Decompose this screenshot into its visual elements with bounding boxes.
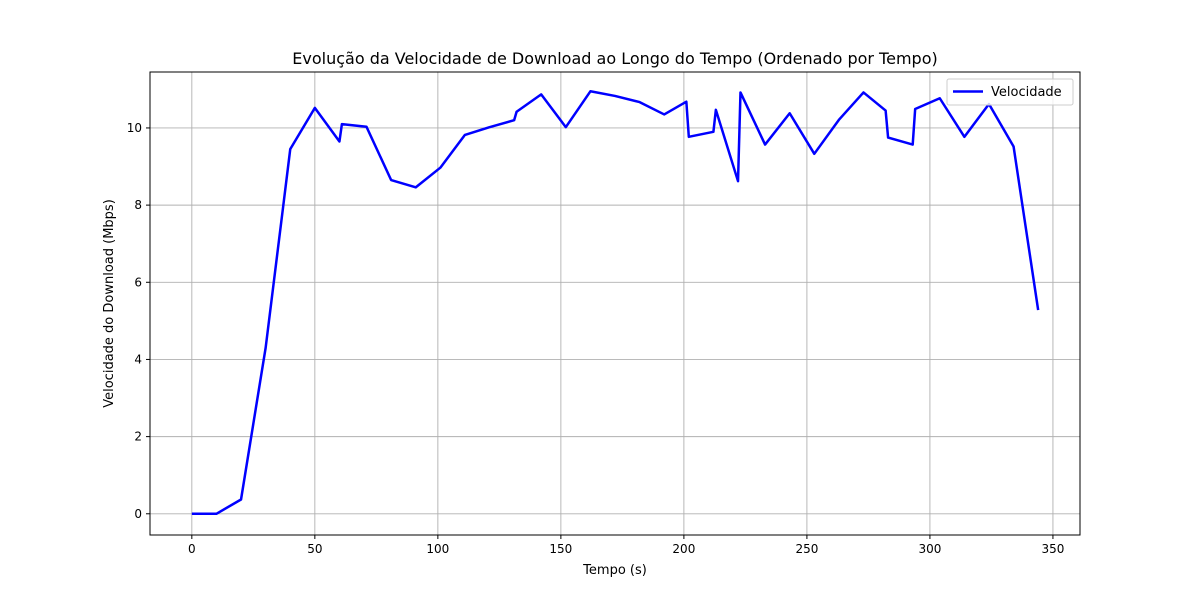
x-tick-label: 250 xyxy=(795,542,818,556)
y-tick-label: 8 xyxy=(134,198,142,212)
chart-title: Evolução da Velocidade de Download ao Lo… xyxy=(292,49,937,68)
y-tick-label: 2 xyxy=(134,430,142,444)
x-tick-label: 0 xyxy=(188,542,196,556)
legend-label-velocidade: Velocidade xyxy=(991,85,1062,100)
x-axis-label: Tempo (s) xyxy=(582,563,647,578)
legend-box xyxy=(946,78,1074,106)
y-tick-label: 6 xyxy=(134,275,142,289)
x-tick-label: 50 xyxy=(307,542,322,556)
x-tick-label: 150 xyxy=(549,542,572,556)
y-tick-label: 0 xyxy=(134,507,142,521)
legend: Velocidade xyxy=(946,78,1074,106)
y-tick-label: 10 xyxy=(127,121,142,135)
x-tick-label: 200 xyxy=(672,542,695,556)
plot-area xyxy=(150,72,1080,535)
series-layer xyxy=(191,90,1040,516)
x-tick-label: 100 xyxy=(426,542,449,556)
x-tick-label: 350 xyxy=(1041,542,1064,556)
grid-lines xyxy=(150,72,1080,535)
x-tick-label: 300 xyxy=(918,542,941,556)
series-line-velocidade xyxy=(191,90,1040,516)
y-axis-ticks: 0 2 4 6 8 10 xyxy=(127,121,150,521)
axes-frame xyxy=(149,71,1081,536)
y-axis-label: Velocidade do Download (Mbps) xyxy=(102,199,117,408)
y-tick-label: 4 xyxy=(134,352,142,366)
x-axis-ticks: 0 50 100 150 200 250 300 350 xyxy=(188,535,1064,556)
